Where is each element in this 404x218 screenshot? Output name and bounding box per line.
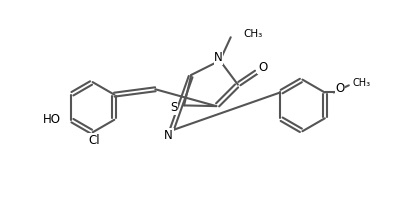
Text: S: S <box>170 101 178 114</box>
Text: N: N <box>164 129 173 142</box>
Text: O: O <box>336 82 345 95</box>
Text: HO: HO <box>43 113 61 126</box>
Text: O: O <box>258 61 267 73</box>
Text: CH₃: CH₃ <box>243 29 263 39</box>
Text: CH₃: CH₃ <box>352 78 370 88</box>
Text: Cl: Cl <box>88 134 100 147</box>
Text: N: N <box>214 51 223 64</box>
